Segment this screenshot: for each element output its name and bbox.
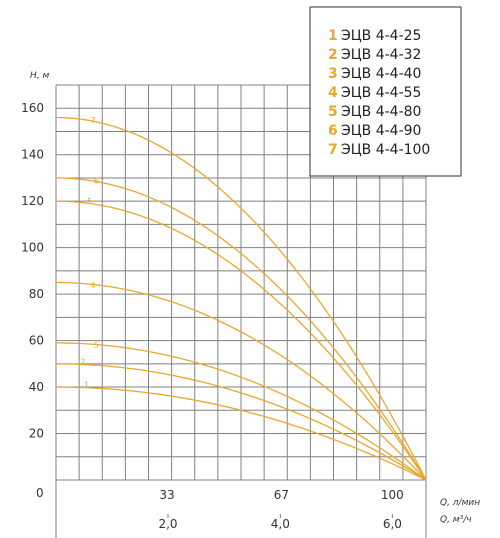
curve-number-label: 5 — [94, 341, 99, 350]
x2-tick-label: 4,0 — [271, 517, 290, 531]
legend-number: 5 — [328, 104, 338, 120]
x2-tick-label: 2,0 — [158, 517, 177, 531]
origin-label: 0 — [36, 486, 44, 500]
legend-box — [309, 6, 462, 177]
y-axis-label: H, м — [30, 71, 49, 81]
legend-number: 3 — [328, 66, 338, 82]
legend-entry: ЭЦВ 4-4-32 — [341, 47, 421, 63]
x-tick-label: 67 — [274, 488, 289, 502]
y-tick-label: 140 — [21, 148, 44, 162]
curve-number-label: 1 — [84, 381, 89, 390]
legend-entry: ЭЦВ 4-4-40 — [341, 66, 421, 82]
legend-number: 4 — [328, 85, 338, 101]
curve-number-label: 5 — [87, 197, 92, 206]
series-line-4 — [55, 281, 427, 481]
curve-number-label: 4 — [90, 281, 95, 290]
y-tick-label: 40 — [29, 380, 44, 394]
legend-number: 2 — [328, 47, 338, 63]
series-line-1 — [55, 386, 427, 481]
y-tick-label: 100 — [21, 241, 44, 255]
x-tick-label: 100 — [381, 488, 404, 502]
curves — [55, 116, 427, 481]
legend-entry: ЭЦВ 4-4-100 — [341, 142, 430, 158]
y-tick-label: 160 — [21, 101, 44, 115]
legend-entry: ЭЦВ 4-4-90 — [341, 123, 421, 139]
y-tick-label: 120 — [21, 194, 44, 208]
y-tick-label: 20 — [29, 427, 44, 441]
y-tick-label: 60 — [29, 334, 44, 348]
x-tick-label: 33 — [159, 488, 174, 502]
legend-entry: ЭЦВ 4-4-55 — [341, 85, 421, 101]
legend: 1 ЭЦВ 4-4-252 ЭЦВ 4-4-323 ЭЦВ 4-4-404 ЭЦВ 4-… — [309, 6, 462, 177]
curve-number-label: 6 — [94, 176, 99, 185]
legend-number: 7 — [328, 142, 338, 158]
series-line-6 — [55, 177, 427, 481]
x-axis-label: Q, л/мин — [440, 498, 480, 508]
legend-number: 6 — [328, 123, 338, 139]
legend-entry: ЭЦВ 4-4-25 — [341, 28, 421, 44]
y-tick-label: 80 — [29, 287, 44, 301]
series-line-7 — [55, 116, 427, 481]
legend-number: 1 — [328, 28, 338, 44]
series-line-2 — [55, 363, 427, 481]
x2-axis-label: Q, м³/ч — [440, 515, 472, 525]
series-line-3 — [55, 342, 427, 481]
curve-number-label: 2 — [80, 358, 85, 367]
curve-number-label: 7 — [90, 116, 95, 125]
x2-tick-label: 6,0 — [383, 517, 402, 531]
series-line-5 — [55, 200, 427, 481]
legend-entry: ЭЦВ 4-4-80 — [341, 104, 421, 120]
